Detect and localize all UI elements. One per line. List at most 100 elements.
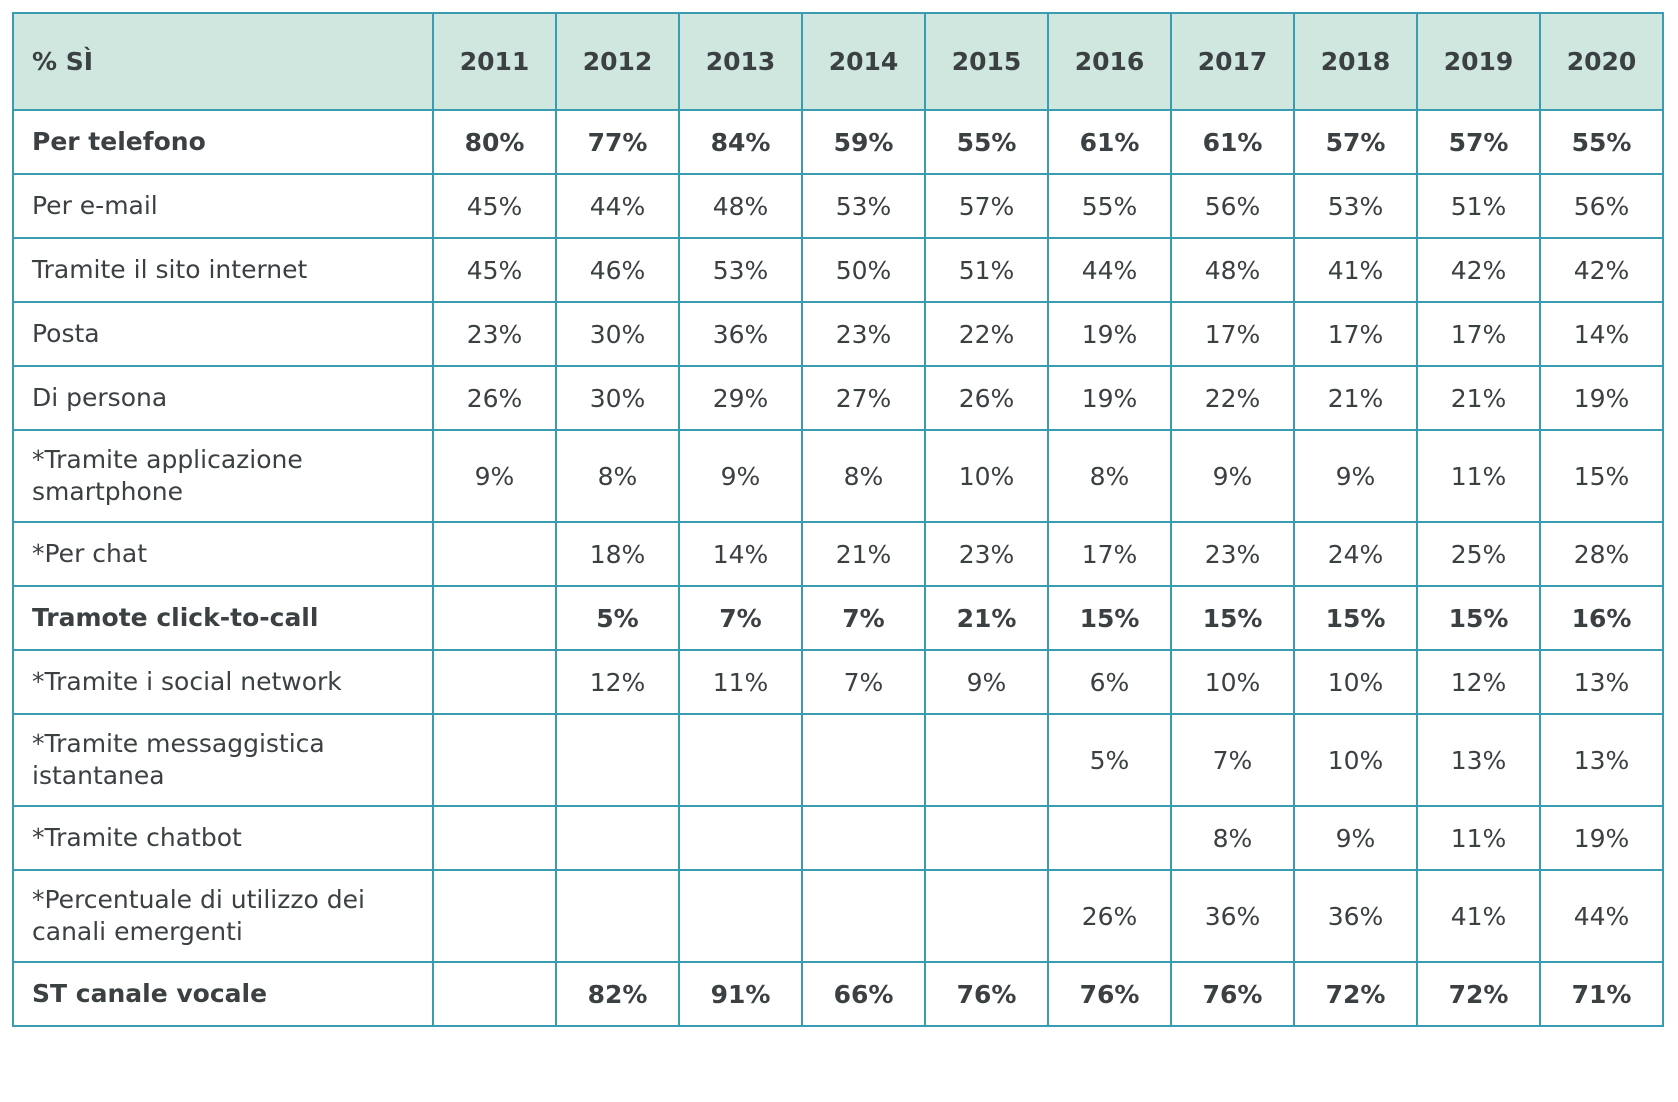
value-cell bbox=[801, 869, 926, 963]
table-row: Per e-mail 45% 44% 48% 53% 57% 55% 56% 53% 51% 56% bbox=[12, 173, 1664, 239]
value-cell: 61% bbox=[1047, 109, 1172, 175]
value-cell: 15% bbox=[1416, 585, 1541, 651]
value-cell: 17% bbox=[1170, 301, 1295, 367]
value-cell: 12% bbox=[1416, 649, 1541, 715]
value-cell bbox=[924, 805, 1049, 871]
header-year-cell: 2016 bbox=[1047, 12, 1172, 111]
value-cell: 10% bbox=[924, 429, 1049, 523]
value-cell: 28% bbox=[1539, 521, 1664, 587]
row-label-cell: Per e-mail bbox=[12, 173, 434, 239]
table-row: Per telefono 80% 77% 84% 59% 55% 61% 61% 57% 57% 5… bbox=[12, 109, 1664, 175]
value-cell bbox=[432, 649, 557, 715]
value-cell: 59% bbox=[801, 109, 926, 175]
value-cell: 76% bbox=[924, 961, 1049, 1027]
value-cell: 42% bbox=[1416, 237, 1541, 303]
value-cell: 56% bbox=[1170, 173, 1295, 239]
value-cell: 53% bbox=[678, 237, 803, 303]
value-cell: 10% bbox=[1170, 649, 1295, 715]
value-cell: 76% bbox=[1170, 961, 1295, 1027]
value-cell: 8% bbox=[555, 429, 680, 523]
table-row: *Tramite messaggistica istantanea 5% 7% 10%… bbox=[12, 713, 1664, 807]
value-cell: 9% bbox=[1293, 805, 1418, 871]
channels-table: % SÌ 2011 2012 2013 2014 2015 2016 2017 2018 2019… bbox=[12, 12, 1664, 1027]
value-cell: 72% bbox=[1416, 961, 1541, 1027]
value-cell: 36% bbox=[1293, 869, 1418, 963]
value-cell bbox=[432, 713, 557, 807]
value-cell: 57% bbox=[924, 173, 1049, 239]
row-label-cell: Tramite il sito internet bbox=[12, 237, 434, 303]
header-year-cell: 2011 bbox=[432, 12, 557, 111]
row-label-cell: *Tramite chatbot bbox=[12, 805, 434, 871]
value-cell bbox=[432, 585, 557, 651]
table-row: *Tramite i social network 12% 11% 7% 9% 6% 10%… bbox=[12, 649, 1664, 715]
value-cell: 27% bbox=[801, 365, 926, 431]
value-cell: 26% bbox=[1047, 869, 1172, 963]
table-row: *Per chat 18% 14% 21% 23% 17% 23% 24% 25% 28% bbox=[12, 521, 1664, 587]
header-year-cell: 2015 bbox=[924, 12, 1049, 111]
value-cell: 13% bbox=[1416, 713, 1541, 807]
value-cell: 14% bbox=[1539, 301, 1664, 367]
value-cell bbox=[555, 869, 680, 963]
row-label-cell: *Tramite applicazione smartphone bbox=[12, 429, 434, 523]
row-label-cell: Per telefono bbox=[12, 109, 434, 175]
value-cell bbox=[432, 805, 557, 871]
value-cell: 57% bbox=[1293, 109, 1418, 175]
row-label-cell: Di persona bbox=[12, 365, 434, 431]
value-cell: 9% bbox=[1293, 429, 1418, 523]
value-cell: 5% bbox=[555, 585, 680, 651]
value-cell: 25% bbox=[1416, 521, 1541, 587]
value-cell bbox=[1047, 805, 1172, 871]
value-cell: 23% bbox=[1170, 521, 1295, 587]
table-row: Posta 23% 30% 36% 23% 22% 19% 17% 17% 17% 14% bbox=[12, 301, 1664, 367]
table-body: Per telefono 80% 77% 84% 59% 55% 61% 61% 57% 57% 5… bbox=[12, 109, 1664, 1027]
value-cell: 10% bbox=[1293, 713, 1418, 807]
value-cell bbox=[678, 869, 803, 963]
value-cell: 51% bbox=[1416, 173, 1541, 239]
value-cell: 19% bbox=[1047, 365, 1172, 431]
value-cell: 19% bbox=[1047, 301, 1172, 367]
header-year-cell: 2020 bbox=[1539, 12, 1664, 111]
channels-table-container: % SÌ 2011 2012 2013 2014 2015 2016 2017 2018 2019… bbox=[12, 12, 1664, 1027]
value-cell: 44% bbox=[555, 173, 680, 239]
value-cell: 48% bbox=[1170, 237, 1295, 303]
value-cell: 26% bbox=[924, 365, 1049, 431]
value-cell: 55% bbox=[1047, 173, 1172, 239]
header-label-cell: % SÌ bbox=[12, 12, 434, 111]
value-cell: 22% bbox=[924, 301, 1049, 367]
value-cell: 23% bbox=[432, 301, 557, 367]
value-cell: 22% bbox=[1170, 365, 1295, 431]
value-cell: 30% bbox=[555, 365, 680, 431]
value-cell: 53% bbox=[801, 173, 926, 239]
value-cell bbox=[678, 805, 803, 871]
value-cell: 15% bbox=[1539, 429, 1664, 523]
value-cell: 41% bbox=[1416, 869, 1541, 963]
value-cell: 8% bbox=[1047, 429, 1172, 523]
value-cell: 55% bbox=[924, 109, 1049, 175]
row-label-cell: *Percentuale di utilizzo dei canali emer… bbox=[12, 869, 434, 963]
value-cell: 15% bbox=[1047, 585, 1172, 651]
value-cell: 8% bbox=[1170, 805, 1295, 871]
table-row: *Tramite applicazione smartphone 9% 8% 9% 8%… bbox=[12, 429, 1664, 523]
value-cell: 12% bbox=[555, 649, 680, 715]
value-cell: 19% bbox=[1539, 805, 1664, 871]
header-year-cell: 2017 bbox=[1170, 12, 1295, 111]
value-cell: 9% bbox=[678, 429, 803, 523]
header-year-cell: 2013 bbox=[678, 12, 803, 111]
table-row: *Percentuale di utilizzo dei canali emer… bbox=[12, 869, 1664, 963]
value-cell: 45% bbox=[432, 237, 557, 303]
value-cell: 17% bbox=[1416, 301, 1541, 367]
value-cell: 50% bbox=[801, 237, 926, 303]
value-cell bbox=[432, 961, 557, 1027]
value-cell: 36% bbox=[1170, 869, 1295, 963]
value-cell: 21% bbox=[801, 521, 926, 587]
value-cell: 8% bbox=[801, 429, 926, 523]
value-cell bbox=[801, 713, 926, 807]
header-row: % SÌ 2011 2012 2013 2014 2015 2016 2017 2018 2019… bbox=[12, 12, 1664, 111]
value-cell: 26% bbox=[432, 365, 557, 431]
value-cell: 7% bbox=[678, 585, 803, 651]
header-year-cell: 2019 bbox=[1416, 12, 1541, 111]
value-cell: 15% bbox=[1170, 585, 1295, 651]
value-cell: 13% bbox=[1539, 713, 1664, 807]
value-cell: 13% bbox=[1539, 649, 1664, 715]
value-cell: 11% bbox=[1416, 805, 1541, 871]
